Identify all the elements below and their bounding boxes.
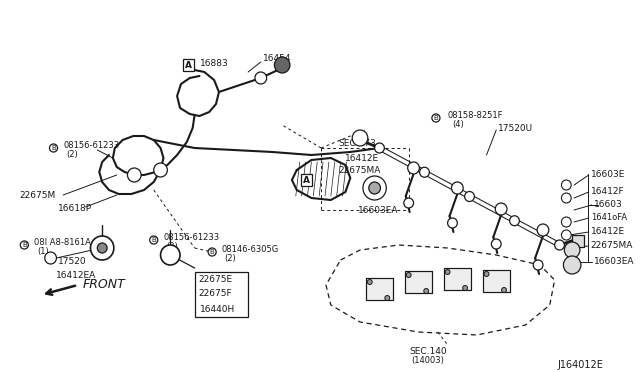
Text: 16603EA: 16603EA	[358, 205, 399, 215]
Text: 08156-61233: 08156-61233	[63, 141, 120, 150]
Bar	[404, 271, 432, 293]
Text: 16618P: 16618P	[58, 203, 93, 212]
Circle shape	[564, 242, 580, 258]
Circle shape	[561, 230, 571, 240]
Text: A: A	[303, 176, 310, 185]
Circle shape	[445, 269, 450, 275]
Bar	[366, 278, 393, 300]
Bar	[444, 268, 471, 290]
Circle shape	[563, 256, 581, 274]
Text: 08I A8-8161A: 08I A8-8161A	[34, 237, 91, 247]
Circle shape	[495, 203, 507, 215]
Text: 16603: 16603	[593, 199, 622, 208]
Circle shape	[533, 260, 543, 270]
Bar	[366, 278, 393, 300]
Circle shape	[97, 243, 107, 253]
Circle shape	[255, 72, 267, 84]
Text: (4): (4)	[452, 119, 464, 128]
Text: 16412E: 16412E	[591, 227, 625, 235]
Text: 08146-6305G: 08146-6305G	[222, 244, 279, 253]
Circle shape	[509, 216, 520, 226]
Text: B: B	[152, 237, 156, 243]
Text: SEC.140: SEC.140	[410, 347, 447, 356]
Circle shape	[161, 245, 180, 265]
Circle shape	[404, 198, 413, 208]
Text: (2): (2)	[224, 253, 236, 263]
Circle shape	[374, 143, 385, 153]
Text: (1): (1)	[37, 247, 49, 256]
Circle shape	[420, 167, 429, 177]
Text: (2): (2)	[66, 150, 78, 158]
Text: 16412E: 16412E	[346, 154, 380, 163]
Circle shape	[406, 273, 411, 278]
Circle shape	[363, 176, 387, 200]
Text: 22675MA: 22675MA	[339, 166, 381, 174]
Text: 1641οFA: 1641οFA	[591, 212, 627, 221]
Text: 16440H: 16440H	[200, 305, 236, 314]
Circle shape	[492, 239, 501, 249]
Text: 08156-61233: 08156-61233	[163, 232, 220, 241]
Circle shape	[561, 217, 571, 227]
Bar	[195, 272, 248, 317]
Text: B: B	[210, 249, 214, 255]
Text: 22675F: 22675F	[198, 289, 232, 298]
Circle shape	[451, 182, 463, 194]
Bar	[404, 271, 432, 293]
Text: (14003): (14003)	[412, 356, 445, 365]
Circle shape	[127, 168, 141, 182]
Circle shape	[45, 252, 56, 264]
Text: 16603E: 16603E	[591, 170, 625, 179]
Bar	[444, 268, 471, 290]
Circle shape	[561, 193, 571, 203]
Circle shape	[484, 272, 489, 276]
Circle shape	[367, 279, 372, 285]
Circle shape	[465, 192, 474, 202]
Text: B: B	[433, 115, 438, 121]
Circle shape	[154, 163, 168, 177]
Circle shape	[352, 130, 368, 146]
Text: 16412EA: 16412EA	[56, 270, 97, 279]
Bar	[483, 270, 510, 292]
Text: 16603EA: 16603EA	[593, 257, 634, 266]
Circle shape	[561, 180, 571, 190]
Text: A: A	[185, 61, 192, 70]
Text: 17520: 17520	[58, 257, 87, 266]
Bar	[572, 235, 584, 247]
Circle shape	[424, 289, 429, 294]
Text: 08158-8251F: 08158-8251F	[447, 110, 503, 119]
Circle shape	[463, 285, 468, 291]
Circle shape	[369, 182, 380, 194]
Circle shape	[90, 236, 114, 260]
Text: 16883: 16883	[200, 58, 228, 67]
Text: (2): (2)	[166, 241, 178, 250]
Circle shape	[502, 288, 506, 292]
Circle shape	[408, 162, 419, 174]
Text: 16412F: 16412F	[591, 186, 624, 196]
Circle shape	[555, 240, 564, 250]
Text: 16454: 16454	[263, 54, 291, 62]
Text: 22675E: 22675E	[198, 276, 232, 285]
Text: 22675MA: 22675MA	[591, 241, 633, 250]
Text: SEC.173: SEC.173	[339, 138, 376, 148]
Bar	[483, 270, 510, 292]
Text: J164012E: J164012E	[557, 360, 604, 370]
Circle shape	[275, 57, 290, 73]
Text: 17520U: 17520U	[498, 124, 533, 132]
Circle shape	[537, 224, 548, 236]
Circle shape	[447, 218, 458, 228]
Text: B: B	[51, 145, 56, 151]
Text: 22675M: 22675M	[19, 190, 56, 199]
Text: FRONT: FRONT	[83, 279, 125, 292]
Text: B: B	[22, 242, 27, 248]
Circle shape	[385, 295, 390, 301]
